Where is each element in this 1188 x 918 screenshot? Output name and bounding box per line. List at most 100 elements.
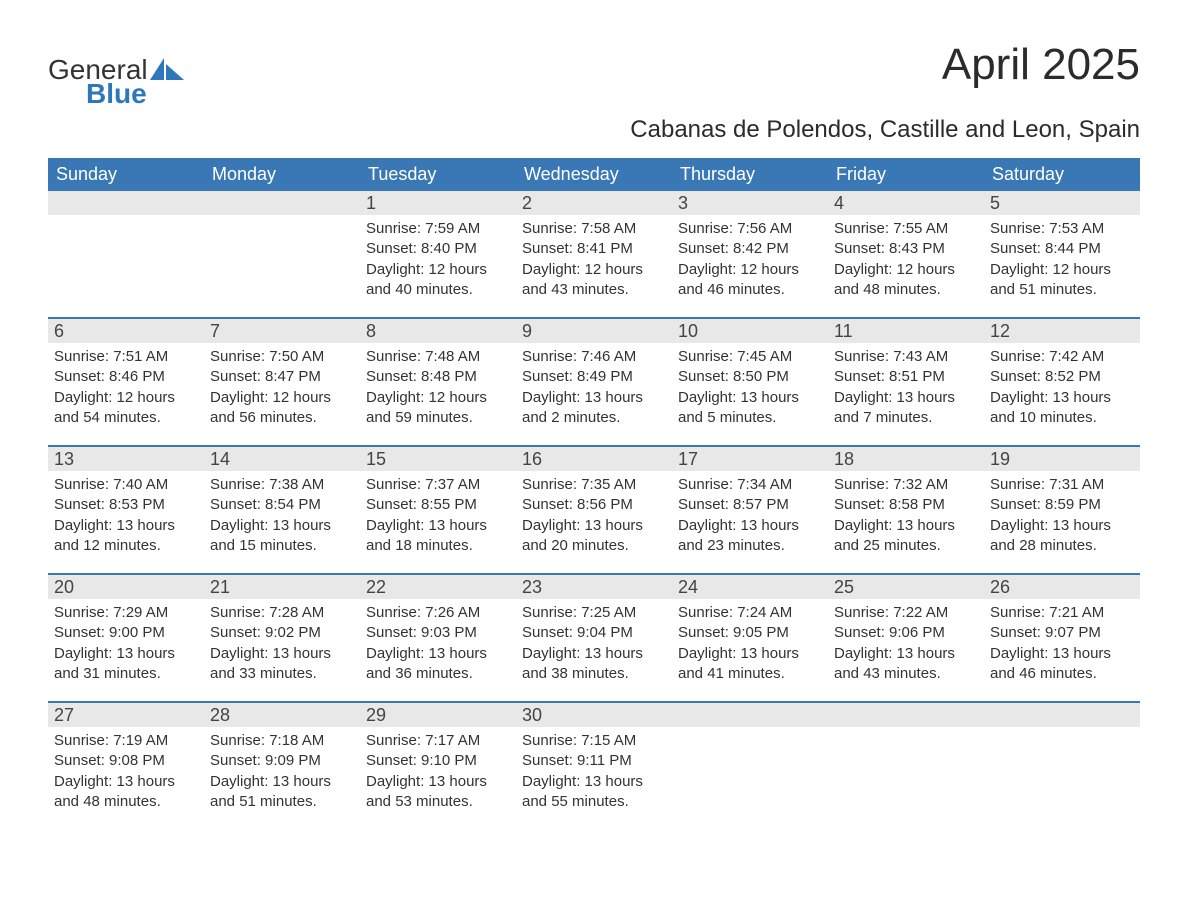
location-subtitle: Cabanas de Polendos, Castille and Leon, … — [48, 116, 1140, 144]
daylight-line: and 59 minutes. — [366, 408, 510, 428]
daylight-line: Daylight: 13 hours — [54, 516, 198, 536]
daylight-line: and 23 minutes. — [678, 536, 822, 556]
sunset-line: Sunset: 9:07 PM — [990, 623, 1134, 643]
calendar-cell — [984, 703, 1140, 829]
sunrise-line: Sunrise: 7:37 AM — [366, 475, 510, 495]
sunset-line: Sunset: 8:41 PM — [522, 239, 666, 259]
calendar-cell: 29Sunrise: 7:17 AMSunset: 9:10 PMDayligh… — [360, 703, 516, 829]
day-number: 9 — [516, 319, 672, 343]
sunrise-line: Sunrise: 7:59 AM — [366, 219, 510, 239]
weekday-header: Wednesday — [516, 158, 672, 191]
day-details: Sunrise: 7:18 AMSunset: 9:09 PMDaylight:… — [204, 727, 360, 818]
brand-logo: General Blue — [48, 54, 186, 110]
weekday-header: Sunday — [48, 158, 204, 191]
sunset-line: Sunset: 9:09 PM — [210, 751, 354, 771]
day-number: 29 — [360, 703, 516, 727]
daylight-line: and 48 minutes. — [834, 280, 978, 300]
daylight-line: Daylight: 13 hours — [366, 772, 510, 792]
calendar-cell: 20Sunrise: 7:29 AMSunset: 9:00 PMDayligh… — [48, 575, 204, 701]
daylight-line: and 36 minutes. — [366, 664, 510, 684]
sunset-line: Sunset: 8:42 PM — [678, 239, 822, 259]
daylight-line: and 28 minutes. — [990, 536, 1134, 556]
sunset-line: Sunset: 8:56 PM — [522, 495, 666, 515]
day-number: 25 — [828, 575, 984, 599]
day-details: Sunrise: 7:56 AMSunset: 8:42 PMDaylight:… — [672, 215, 828, 306]
day-details: Sunrise: 7:24 AMSunset: 9:05 PMDaylight:… — [672, 599, 828, 690]
sunrise-line: Sunrise: 7:53 AM — [990, 219, 1134, 239]
day-number: 26 — [984, 575, 1140, 599]
day-number: 2 — [516, 191, 672, 215]
sunset-line: Sunset: 8:57 PM — [678, 495, 822, 515]
day-number: 3 — [672, 191, 828, 215]
sunrise-line: Sunrise: 7:17 AM — [366, 731, 510, 751]
sunset-line: Sunset: 8:48 PM — [366, 367, 510, 387]
day-details: Sunrise: 7:53 AMSunset: 8:44 PMDaylight:… — [984, 215, 1140, 306]
daylight-line: Daylight: 13 hours — [522, 644, 666, 664]
calendar-cell: 28Sunrise: 7:18 AMSunset: 9:09 PMDayligh… — [204, 703, 360, 829]
sunset-line: Sunset: 9:03 PM — [366, 623, 510, 643]
daylight-line: Daylight: 13 hours — [366, 516, 510, 536]
week-row: 6Sunrise: 7:51 AMSunset: 8:46 PMDaylight… — [48, 317, 1140, 445]
day-details: Sunrise: 7:48 AMSunset: 8:48 PMDaylight:… — [360, 343, 516, 434]
calendar-cell: 8Sunrise: 7:48 AMSunset: 8:48 PMDaylight… — [360, 319, 516, 445]
weekday-header: Saturday — [984, 158, 1140, 191]
sunset-line: Sunset: 8:47 PM — [210, 367, 354, 387]
weekday-header: Thursday — [672, 158, 828, 191]
weekday-header: Monday — [204, 158, 360, 191]
sunrise-line: Sunrise: 7:26 AM — [366, 603, 510, 623]
daylight-line: and 51 minutes. — [210, 792, 354, 812]
calendar-cell: 3Sunrise: 7:56 AMSunset: 8:42 PMDaylight… — [672, 191, 828, 317]
header: General Blue April 2025 — [48, 40, 1140, 110]
daylight-line: Daylight: 12 hours — [366, 260, 510, 280]
daylight-line: Daylight: 12 hours — [678, 260, 822, 280]
calendar-cell — [204, 191, 360, 317]
day-number: 7 — [204, 319, 360, 343]
sunrise-line: Sunrise: 7:43 AM — [834, 347, 978, 367]
day-number: 4 — [828, 191, 984, 215]
day-number: 1 — [360, 191, 516, 215]
daylight-line: Daylight: 13 hours — [834, 388, 978, 408]
daylight-line: Daylight: 13 hours — [54, 772, 198, 792]
calendar-cell: 7Sunrise: 7:50 AMSunset: 8:47 PMDaylight… — [204, 319, 360, 445]
daylight-line: and 15 minutes. — [210, 536, 354, 556]
calendar-cell: 19Sunrise: 7:31 AMSunset: 8:59 PMDayligh… — [984, 447, 1140, 573]
calendar-cell: 30Sunrise: 7:15 AMSunset: 9:11 PMDayligh… — [516, 703, 672, 829]
day-number: 18 — [828, 447, 984, 471]
day-details — [984, 727, 1140, 737]
calendar-cell: 24Sunrise: 7:24 AMSunset: 9:05 PMDayligh… — [672, 575, 828, 701]
daylight-line: and 5 minutes. — [678, 408, 822, 428]
day-number — [204, 191, 360, 215]
day-details: Sunrise: 7:19 AMSunset: 9:08 PMDaylight:… — [48, 727, 204, 818]
sunrise-line: Sunrise: 7:58 AM — [522, 219, 666, 239]
daylight-line: and 25 minutes. — [834, 536, 978, 556]
sunset-line: Sunset: 9:11 PM — [522, 751, 666, 771]
sunrise-line: Sunrise: 7:38 AM — [210, 475, 354, 495]
daylight-line: and 18 minutes. — [366, 536, 510, 556]
daylight-line: and 40 minutes. — [366, 280, 510, 300]
daylight-line: and 51 minutes. — [990, 280, 1134, 300]
day-number: 16 — [516, 447, 672, 471]
sunrise-line: Sunrise: 7:56 AM — [678, 219, 822, 239]
daylight-line: Daylight: 12 hours — [366, 388, 510, 408]
calendar-cell: 22Sunrise: 7:26 AMSunset: 9:03 PMDayligh… — [360, 575, 516, 701]
sunrise-line: Sunrise: 7:19 AM — [54, 731, 198, 751]
calendar-cell: 13Sunrise: 7:40 AMSunset: 8:53 PMDayligh… — [48, 447, 204, 573]
calendar-cell: 9Sunrise: 7:46 AMSunset: 8:49 PMDaylight… — [516, 319, 672, 445]
daylight-line: Daylight: 12 hours — [834, 260, 978, 280]
sunrise-line: Sunrise: 7:55 AM — [834, 219, 978, 239]
calendar-cell: 10Sunrise: 7:45 AMSunset: 8:50 PMDayligh… — [672, 319, 828, 445]
day-number: 22 — [360, 575, 516, 599]
calendar-cell: 21Sunrise: 7:28 AMSunset: 9:02 PMDayligh… — [204, 575, 360, 701]
day-details: Sunrise: 7:21 AMSunset: 9:07 PMDaylight:… — [984, 599, 1140, 690]
daylight-line: and 33 minutes. — [210, 664, 354, 684]
calendar-cell: 18Sunrise: 7:32 AMSunset: 8:58 PMDayligh… — [828, 447, 984, 573]
daylight-line: and 46 minutes. — [678, 280, 822, 300]
daylight-line: Daylight: 13 hours — [210, 772, 354, 792]
day-details — [204, 215, 360, 225]
daylight-line: Daylight: 13 hours — [522, 388, 666, 408]
weekday-header-row: Sunday Monday Tuesday Wednesday Thursday… — [48, 158, 1140, 191]
calendar-cell: 26Sunrise: 7:21 AMSunset: 9:07 PMDayligh… — [984, 575, 1140, 701]
daylight-line: Daylight: 13 hours — [210, 644, 354, 664]
day-details: Sunrise: 7:17 AMSunset: 9:10 PMDaylight:… — [360, 727, 516, 818]
sunset-line: Sunset: 8:50 PM — [678, 367, 822, 387]
